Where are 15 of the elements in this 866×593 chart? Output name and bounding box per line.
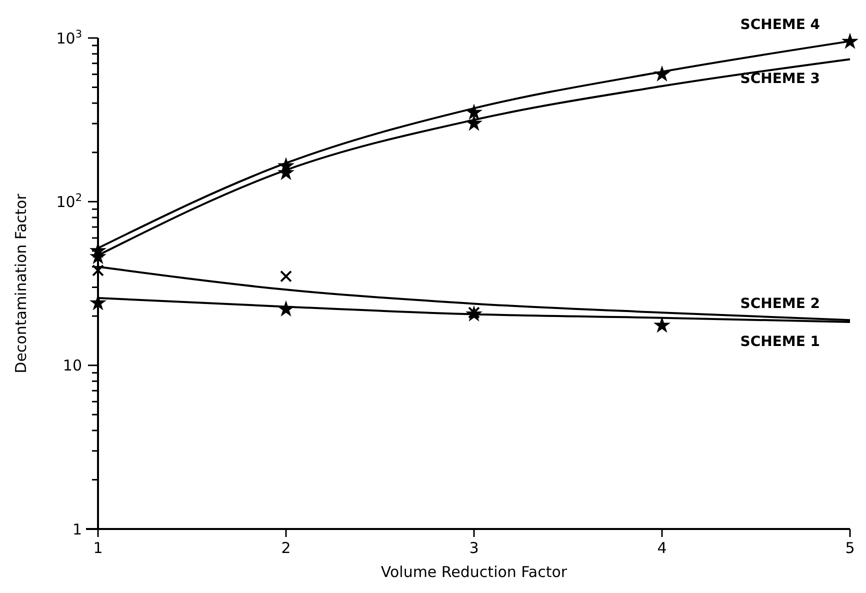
- y-axis-title: Decontamination Factor: [12, 192, 30, 374]
- x-tick-label: 4: [657, 539, 667, 557]
- x-axis-title: Volume Reduction Factor: [380, 563, 568, 581]
- series-label: SCHEME 4: [740, 17, 820, 34]
- y-tick-label: 10: [62, 356, 82, 375]
- y-tick-label: 10$^{3}$: [56, 28, 82, 48]
- x-tick-label: 3: [469, 539, 479, 557]
- y-tick-label: 1: [72, 520, 82, 538]
- series-label: SCHEME 2: [740, 296, 820, 312]
- x-tick-label: 2: [281, 539, 291, 557]
- series-label: SCHEME 1: [740, 334, 820, 350]
- y-tick-label: 10$^{2}$: [56, 192, 82, 211]
- series-label: SCHEME 3: [740, 71, 820, 88]
- x-tick-label: 1: [93, 539, 103, 557]
- x-tick-label: 5: [845, 539, 855, 557]
